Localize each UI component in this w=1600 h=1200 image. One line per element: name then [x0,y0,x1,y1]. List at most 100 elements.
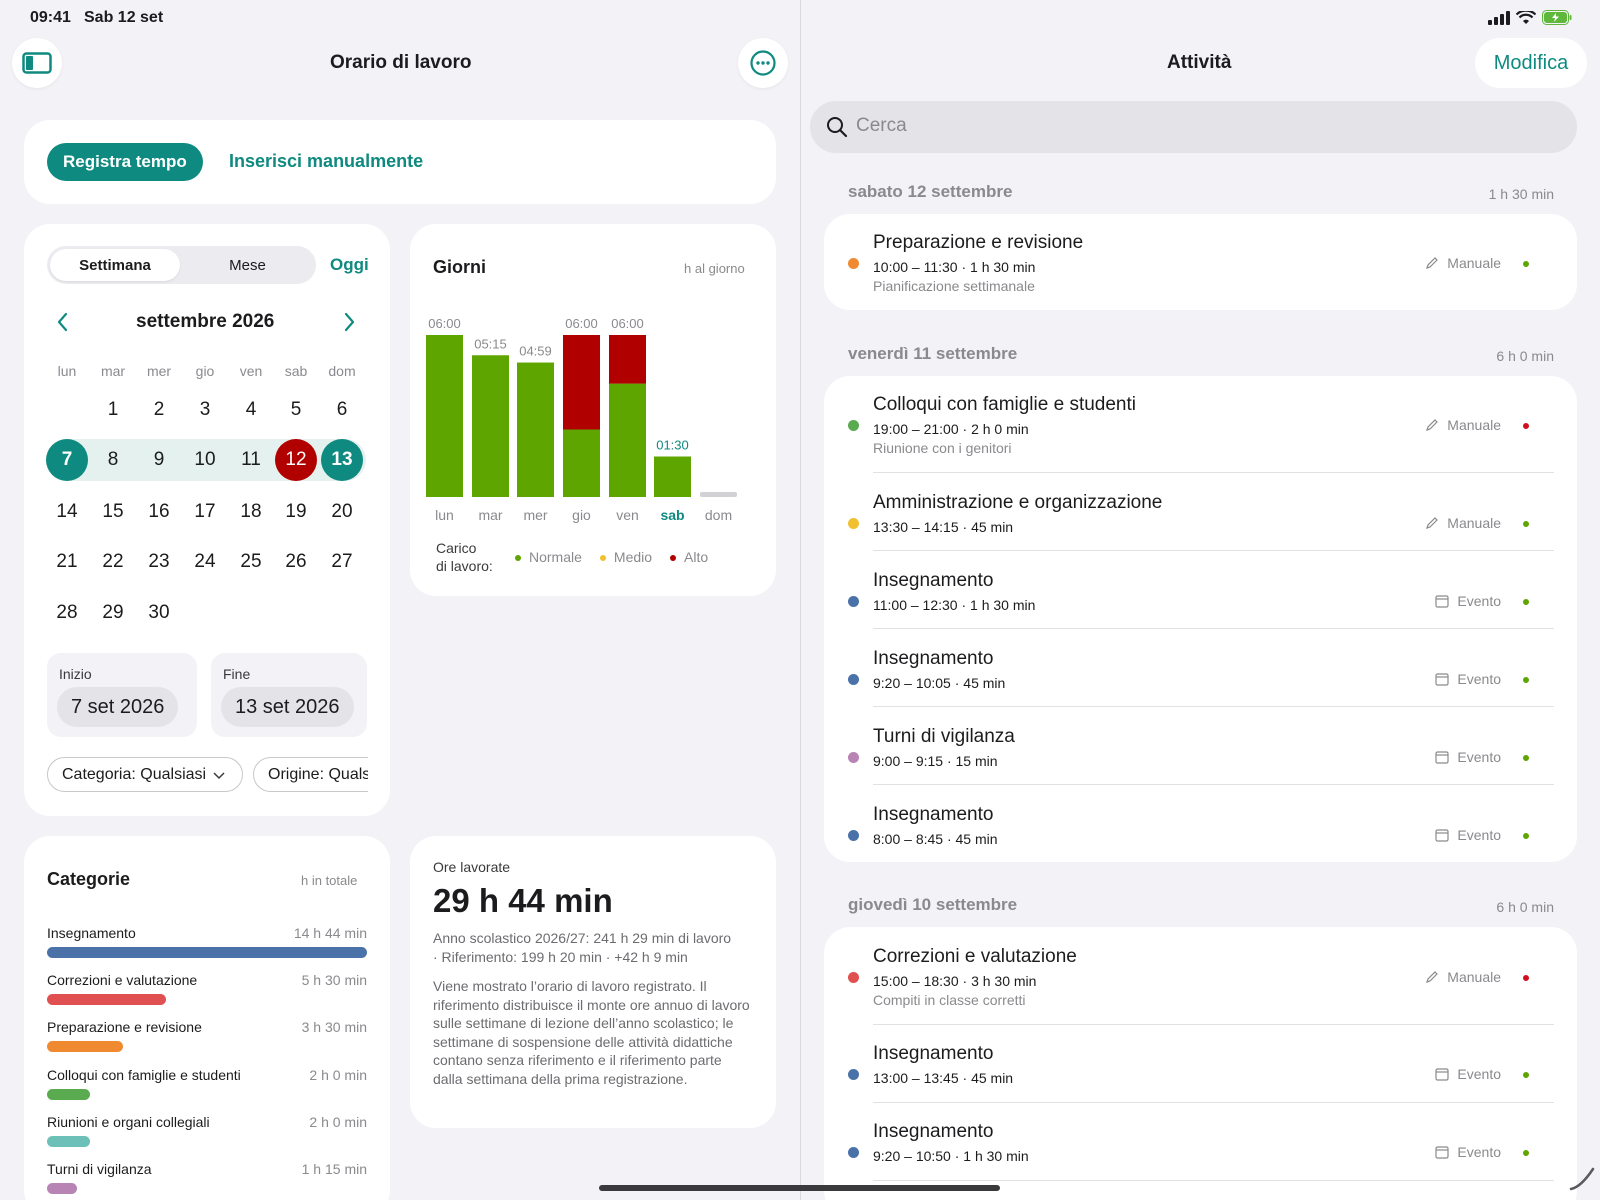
sidebar-icon [22,52,52,74]
activity-title: Insegnamento [873,648,994,669]
activity-row[interactable]: Turni di vigilanza 9:00 – 9:15 · 15 min Ev… [824,724,1577,778]
category-name: Colloqui con famiglie e studenti [47,1066,241,1083]
origin-filter-button[interactable]: Origine: Qualsiasi [253,757,368,792]
x-tick-lun: lun [435,507,454,523]
calendar-day-10[interactable]: 10 [194,449,216,470]
sidebar-toggle-button[interactable] [12,38,62,88]
calendar-day-17[interactable]: 17 [194,501,216,522]
previous-month-button[interactable] [55,311,71,338]
bar-ven-normal[interactable] [609,383,646,497]
segment-week[interactable]: Settimana [50,249,180,281]
activity-row[interactable]: Insegnamento 9:20 – 10:50 · 1 h 30 min Eve… [824,1119,1577,1173]
calendar-day-5[interactable]: 5 [290,399,302,420]
bar-mer-normal[interactable] [517,362,554,497]
manual-entry-button[interactable]: Inserisci manualmente [229,151,424,171]
category-bar [47,947,367,958]
calendar-day-15[interactable]: 15 [102,501,124,522]
calendar-day-22[interactable]: 22 [102,551,124,572]
category-name: Riunioni e organi collegiali [47,1113,210,1130]
calendar-day-12[interactable]: 12 [275,439,317,481]
calendar-day-25[interactable]: 25 [240,551,262,572]
calendar-day-16[interactable]: 16 [148,501,170,522]
bar-ven-high[interactable] [609,335,646,384]
calendar-day-11[interactable]: 11 [241,449,261,470]
activity-row[interactable]: Amministrazione e organizzazione 13:30 – … [824,490,1577,544]
activity-source-label: Manuale [1447,255,1501,271]
row-separator [873,472,1554,473]
calendar-icon [1435,595,1450,608]
bar-lun-normal[interactable] [426,335,463,497]
calendar-day-6[interactable]: 6 [336,399,348,420]
bar-gio-high[interactable] [563,335,600,430]
activity-source-label: Manuale [1447,969,1501,985]
more-options-button[interactable] [738,38,788,88]
category-filter-button[interactable]: Categoria: Qualsiasi [47,757,243,792]
calendar-day-20[interactable]: 20 [331,501,353,522]
section-total-thu: 6 h 0 min [1496,899,1554,915]
activity-row[interactable]: Insegnamento 9:20 – 10:05 · 45 min Evento [824,646,1577,700]
next-month-button[interactable] [341,311,357,338]
activity-row[interactable]: Insegnamento 8:00 – 8:45 · 45 min Evento [824,802,1577,856]
activity-source-label: Evento [1457,827,1501,843]
calendar-day-28[interactable]: 28 [56,602,78,623]
calendar-day-2[interactable]: 2 [153,399,165,420]
pencil-icon [1426,517,1439,529]
days-bar-chart: 06:00 lun 05:15 mar 04:59 mer 06:00 gio 06:00 ven… [426,316,737,523]
activity-row[interactable]: Colloqui con famiglie e studenti 19:00 – … [824,392,1577,462]
activity-row[interactable]: Preparazione e revisione 10:00 – 11:30 · … [824,230,1577,300]
calendar-day-9[interactable]: 9 [153,449,165,470]
calendar-day-1[interactable]: 1 [107,399,119,420]
segment-month[interactable]: Mese [229,256,266,274]
today-button[interactable]: Oggi [330,255,369,274]
calendar-day-23[interactable]: 23 [148,551,170,572]
activity-row[interactable]: Insegnamento 11:00 – 12:30 · 1 h 30 min Ev… [824,568,1577,622]
month-label: settembre 2026 [136,311,275,332]
legend-high-label: Alto [684,549,709,565]
bar-mar-normal[interactable] [472,355,509,497]
calendar-day-29[interactable]: 29 [102,602,124,623]
activity-time: 9:20 – 10:50 · 1 h 30 min [873,1148,1029,1164]
edit-button[interactable]: Modifica [1475,38,1587,88]
row-separator [873,1180,1554,1181]
activity-row[interactable]: Insegnamento 13:00 – 13:45 · 45 min Evento [824,1041,1577,1095]
status-dot [1523,599,1529,605]
calendar-day-26[interactable]: 26 [285,551,307,572]
calendar-day-13[interactable]: 13 [321,439,363,481]
bar-sab-normal[interactable] [654,456,691,498]
bar-value-label-mer: 04:59 [519,344,552,359]
calendar-day-14[interactable]: 14 [56,501,78,522]
section-total-fri: 6 h 0 min [1496,348,1554,364]
record-time-button[interactable]: Registra tempo [47,143,203,181]
category-bar [47,1041,124,1053]
calendar-day-30[interactable]: 30 [148,602,170,623]
end-date-picker[interactable]: 13 set 2026 [221,687,354,727]
calendar-day-21[interactable]: 21 [56,551,78,572]
calendar-day-19[interactable]: 19 [285,501,307,522]
end-date-box: Fine 13 set 2026 [211,653,367,737]
activity-source: Evento [1435,827,1501,843]
section-total-sat: 1 h 30 min [1488,186,1554,202]
x-tick-dom: dom [705,507,732,523]
calendar-day-18[interactable]: 18 [240,501,262,522]
days-chart-subtitle: h al giorno [684,261,745,276]
start-date-picker[interactable]: 7 set 2026 [57,687,179,727]
calendar-day-24[interactable]: 24 [194,551,216,572]
pencil-icon [1426,971,1439,983]
calendar-day-27[interactable]: 27 [331,551,353,572]
calendar-day-7[interactable]: 7 [46,439,88,481]
activity-row[interactable]: Correzioni e valutazione 15:00 – 18:30 · … [824,944,1577,1014]
ellipsis-circle-icon [750,50,776,76]
legend-normal-dot [515,555,521,562]
section-header-fri: venerdì 11 settembre [848,344,1018,363]
calendar-day-4[interactable]: 4 [245,399,257,420]
bar-value-label-sab: 01:30 [656,438,689,453]
bar-gio-normal[interactable] [563,429,600,498]
category-color-dot [848,830,859,841]
search-field[interactable]: Cerca [810,101,1577,153]
calendar-day-8[interactable]: 8 [107,449,119,470]
activity-source: Manuale [1425,515,1501,531]
calendar-day-3[interactable]: 3 [199,399,211,420]
category-name: Turni di vigilanza [47,1161,152,1177]
status-date: Sab 12 set [84,9,164,26]
activity-source-label: Evento [1457,671,1501,687]
